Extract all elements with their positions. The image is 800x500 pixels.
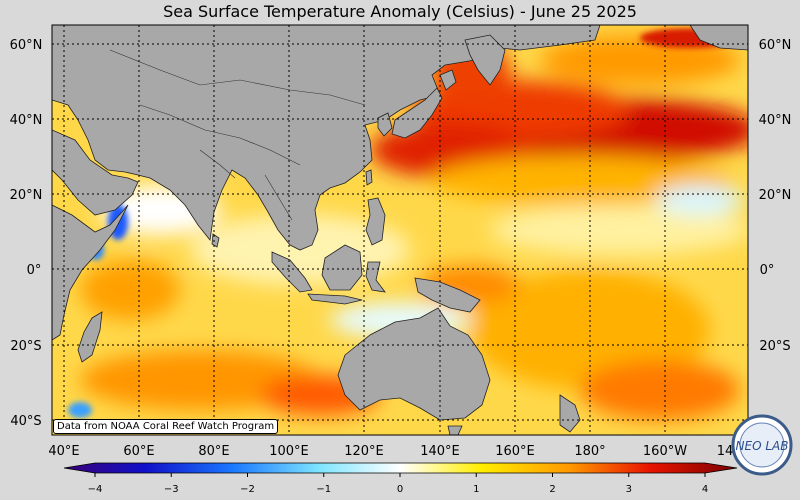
lon-labels: 40°E 60°E 80°E 100°E 120°E 140°E 160°E 1… bbox=[48, 444, 733, 459]
lon-label: 180° bbox=[574, 444, 605, 459]
lon-label: 40°E bbox=[48, 444, 79, 459]
map-title: Sea Surface Temperature Anomaly (Celsius… bbox=[163, 2, 637, 21]
country-borders bbox=[109, 49, 366, 221]
colorbar-tick-label: −1 bbox=[316, 484, 331, 495]
lat-label: 0° bbox=[27, 263, 42, 278]
lat-label: 20°N bbox=[10, 188, 43, 203]
lat-label: 40°N bbox=[759, 113, 792, 128]
svg-text:NEO LAB: NEO LAB bbox=[736, 439, 789, 453]
colorbar-tick-label: −2 bbox=[240, 484, 255, 495]
neo-lab-logo: NEO LAB bbox=[731, 414, 793, 476]
lon-label: 100°E bbox=[269, 444, 309, 459]
lat-label: 20°S bbox=[759, 339, 790, 354]
lat-labels-left: 60°N 40°N 20°N 0° 20°S 40°S bbox=[10, 38, 43, 429]
colorbar-gradient bbox=[63, 462, 738, 474]
colorbar-tick-label: 2 bbox=[549, 484, 555, 495]
lon-label: 140°E bbox=[420, 444, 460, 459]
colorbar-tick-label: −4 bbox=[88, 484, 103, 495]
colorbar-tick-label: 0 bbox=[397, 484, 403, 495]
lat-label: 60°N bbox=[10, 38, 43, 53]
lon-label: 80°E bbox=[198, 444, 229, 459]
lon-label: 160°E bbox=[495, 444, 535, 459]
colorbar-tick-label: 4 bbox=[702, 484, 708, 495]
graticule bbox=[52, 25, 748, 435]
colorbar: −4 −3 −2 −1 0 1 2 3 4 bbox=[63, 462, 738, 495]
colorbar-tick-label: 1 bbox=[473, 484, 479, 495]
lat-label: 40°S bbox=[10, 414, 41, 429]
colorbar-ticks: −4 −3 −2 −1 0 1 2 3 4 bbox=[88, 473, 708, 495]
lon-label: 60°E bbox=[123, 444, 154, 459]
colorbar-tick-label: 3 bbox=[626, 484, 632, 495]
map-area bbox=[52, 25, 748, 435]
lat-label: 20°S bbox=[10, 339, 41, 354]
lon-label: 120°E bbox=[344, 444, 384, 459]
colorbar-tick-label: −3 bbox=[164, 484, 179, 495]
lat-label: 20°N bbox=[759, 188, 792, 203]
lon-label: 160°W bbox=[643, 444, 687, 459]
lat-label: 40°N bbox=[10, 113, 43, 128]
lat-labels-right: 60°N 40°N 20°N 0° 20°S bbox=[759, 38, 792, 354]
lat-label: 60°N bbox=[759, 38, 792, 53]
lon-label: 14 bbox=[717, 444, 734, 459]
lat-label: 0° bbox=[760, 263, 775, 278]
data-credit: Data from NOAA Coral Reef Watch Program bbox=[53, 419, 279, 434]
